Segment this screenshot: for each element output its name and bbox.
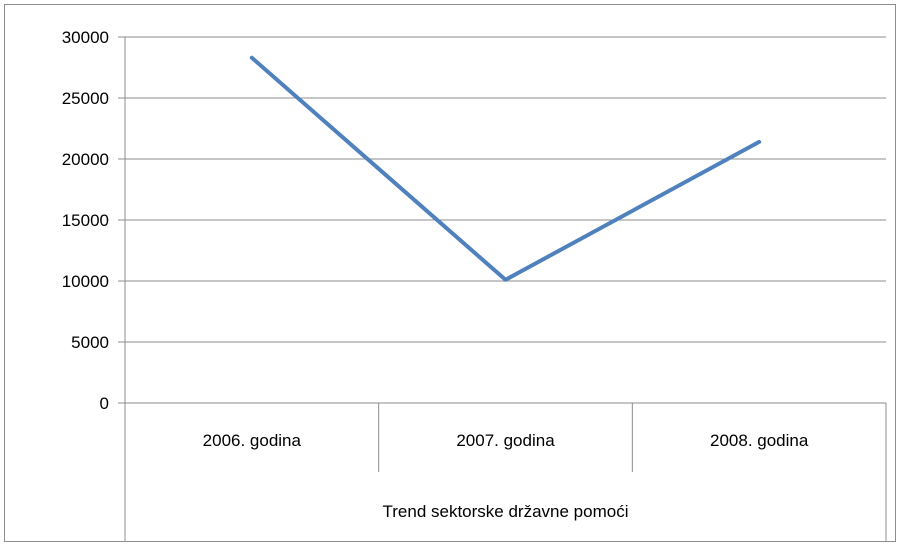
- y-tick-label: 5000: [71, 333, 109, 352]
- y-tick-label: 15000: [62, 211, 109, 230]
- chart-frame: [4, 4, 896, 542]
- series-layer: [249, 55, 762, 282]
- y-axis: 0 5000 10000 15000 20000 25000 30000: [62, 28, 126, 541]
- y-tick-label: 30000: [62, 28, 109, 47]
- data-point: [757, 140, 761, 144]
- x-category-label: 2008. godina: [710, 431, 809, 450]
- x-axis-title: Trend sektorske državne pomoći: [383, 502, 629, 521]
- y-tick-label: 20000: [62, 150, 109, 169]
- x-category-label: 2007. godina: [456, 431, 555, 450]
- gridlines: [125, 36, 886, 343]
- data-point: [504, 278, 507, 282]
- x-axis: 2006. godina 2007. godina 2008. godina: [125, 402, 887, 541]
- y-tick-label: 25000: [62, 89, 109, 108]
- x-category-label: 2006. godina: [203, 431, 302, 450]
- series-line: [249, 55, 762, 282]
- y-tick-label: 0: [100, 394, 109, 413]
- y-tick-label: 10000: [62, 272, 109, 291]
- data-point: [250, 56, 254, 60]
